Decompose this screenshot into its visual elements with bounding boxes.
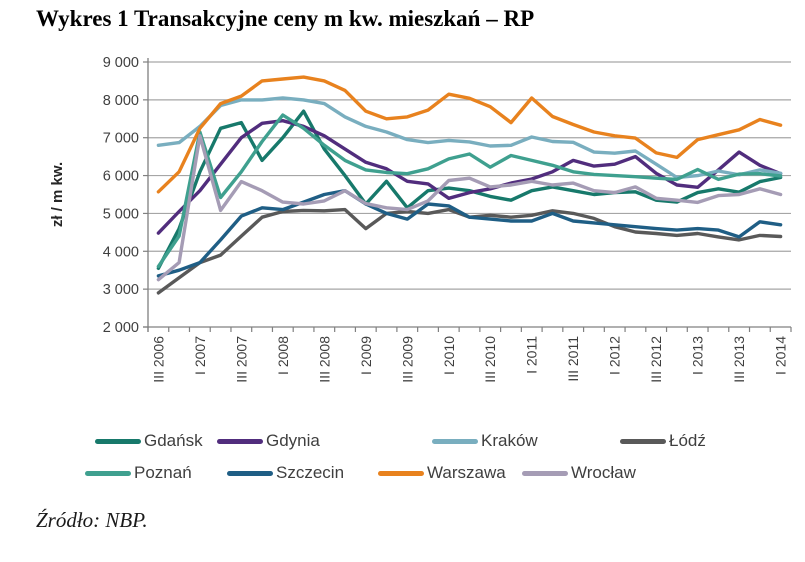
legend-item-krakow: Kraków xyxy=(432,429,538,453)
legend-swatch xyxy=(378,470,424,476)
legend-swatch xyxy=(620,438,666,444)
legend-item-gdynia: Gdynia xyxy=(217,429,320,453)
legend-label: Kraków xyxy=(481,431,538,450)
x-tick-label: I 2014 xyxy=(773,336,789,375)
x-tick-label: III 2009 xyxy=(399,336,415,383)
price-line-chart: 2 000 3 000 4 000 5 000 6 000 7 000 8 000 9 000… xyxy=(49,55,792,383)
x-tick-label: I 2013 xyxy=(690,336,706,375)
series-line-warszawa xyxy=(156,75,783,194)
legend-item-szczecin: Szczecin xyxy=(227,461,344,485)
legend-swatch xyxy=(432,438,478,444)
legend-label: Łódź xyxy=(669,431,706,450)
y-tick-label: 4 000 xyxy=(103,244,139,260)
x-tick-label: I 2011 xyxy=(524,336,540,374)
x-tick-label: I 2009 xyxy=(358,336,374,375)
series-line-poznan xyxy=(156,113,783,269)
figure-title: Wykres 1 Transakcyjne ceny m kw. mieszka… xyxy=(36,6,535,31)
legend-label: Warszawa xyxy=(427,463,506,482)
x-tick-label: III 2010 xyxy=(482,336,498,383)
x-tick-label: I 2010 xyxy=(441,336,457,375)
legend-item-lodz: Łódź xyxy=(620,429,706,453)
y-tick-label: 8 000 xyxy=(103,93,139,109)
y-tick-label: 7 000 xyxy=(103,131,139,147)
series-line-szczecin xyxy=(156,188,783,278)
x-tick-label: III 2006 xyxy=(150,336,166,383)
legend-label: Wrocław xyxy=(571,463,636,482)
source-note: Źródło: NBP. xyxy=(36,508,148,532)
legend-item-gdansk: Gdańsk xyxy=(95,429,203,453)
x-tick-label: III 2012 xyxy=(648,336,664,383)
y-tick-label: 9 000 xyxy=(103,55,139,71)
y-axis-title: zł / m kw. xyxy=(49,162,66,227)
legend-label: Gdynia xyxy=(266,431,320,450)
series-line-gdynia xyxy=(156,118,783,235)
series-line-gdansk xyxy=(156,109,783,271)
legend-swatch xyxy=(95,438,141,444)
x-tick-label: III 2011 xyxy=(565,336,581,382)
legend-item-poznan: Poznań xyxy=(85,461,192,485)
y-tick-label: 2 000 xyxy=(103,320,139,336)
x-tick-label: III 2007 xyxy=(233,336,249,383)
legend-swatch xyxy=(227,470,273,476)
y-tick-label: 3 000 xyxy=(103,282,139,298)
x-tick-label: I 2012 xyxy=(607,336,623,375)
x-tick-label: I 2007 xyxy=(192,336,208,375)
x-tick-label: III 2008 xyxy=(316,336,332,383)
legend-item-warszawa: Warszawa xyxy=(378,461,506,485)
legend-swatch xyxy=(522,470,568,476)
x-tick-label: III 2013 xyxy=(731,336,747,383)
series-line-krakow xyxy=(156,96,783,180)
chart-legend: Gdańsk Gdynia Kraków Łódź Poznań Szczecin Wars… xyxy=(0,425,805,500)
x-tick-label: I 2008 xyxy=(275,336,291,375)
y-tick-label: 6 000 xyxy=(103,169,139,185)
legend-swatch xyxy=(217,438,263,444)
legend-label: Poznań xyxy=(134,463,192,482)
series-line-wroclaw xyxy=(156,134,783,282)
legend-label: Szczecin xyxy=(276,463,345,482)
legend-swatch xyxy=(85,470,131,476)
legend-item-wroclaw: Wrocław xyxy=(522,461,636,485)
y-tick-label: 5 000 xyxy=(103,206,139,222)
legend-label: Gdańsk xyxy=(144,431,203,450)
